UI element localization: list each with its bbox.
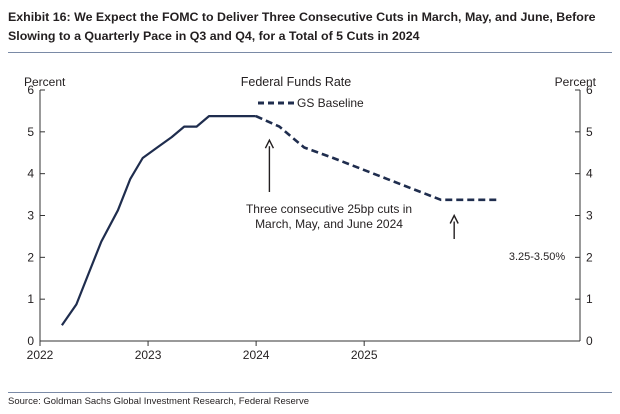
- right-y-tick-label: 3: [586, 209, 593, 223]
- right-axis-unit: Percent: [555, 75, 597, 89]
- left-y-tick-label: 3: [27, 209, 34, 223]
- right-y-tick-label: 0: [586, 334, 593, 348]
- source-note: Source: Goldman Sachs Global Investment …: [8, 396, 309, 407]
- fed-funds-actual-line: [60, 115, 256, 326]
- bottom-rule: [8, 392, 612, 393]
- chart-title: Federal Funds Rate: [241, 75, 352, 89]
- right-y-tick-label: 4: [586, 167, 593, 181]
- legend: GS Baseline: [258, 96, 364, 110]
- legend-label: GS Baseline: [297, 96, 364, 110]
- x-tick-label: 2025: [351, 348, 378, 362]
- gs-baseline-dashed-line: [255, 114, 499, 202]
- left-y-tick-label: 6: [27, 83, 34, 97]
- left-y-tick-label: 2: [27, 250, 34, 264]
- x-tick-label: 2022: [27, 348, 54, 362]
- range-annotation-line: 3.25-3.50%: [509, 251, 565, 263]
- x-tick-label: 2024: [243, 348, 270, 362]
- exhibit-title: Exhibit 16: We Expect the FOMC to Delive…: [8, 10, 596, 43]
- left-axis-unit: Percent: [24, 75, 66, 89]
- cuts-annotation-line: Three consecutive 25bp cuts in: [246, 202, 412, 216]
- axes: 0 0 1 1 2 2 3 3 4 4 5 5 6 6 2022 2023 2024 2025: [27, 83, 593, 362]
- top-rule: [8, 52, 612, 53]
- range-arrow-head: [449, 213, 459, 224]
- left-y-tick-label: 5: [27, 125, 34, 139]
- left-y-tick-label: 1: [27, 292, 34, 306]
- right-y-tick-label: 5: [586, 125, 593, 139]
- left-y-tick-label: 4: [27, 167, 34, 181]
- right-y-tick-label: 1: [586, 292, 593, 306]
- cuts-arrow-head: [264, 138, 275, 149]
- x-tick-label: 2023: [135, 348, 162, 362]
- right-y-tick-label: 6: [586, 83, 593, 97]
- cuts-annotation-line: March, May, and June 2024: [255, 217, 403, 231]
- series-layer: [60, 114, 499, 326]
- left-y-tick-label: 0: [27, 334, 34, 348]
- right-y-tick-label: 2: [586, 250, 593, 264]
